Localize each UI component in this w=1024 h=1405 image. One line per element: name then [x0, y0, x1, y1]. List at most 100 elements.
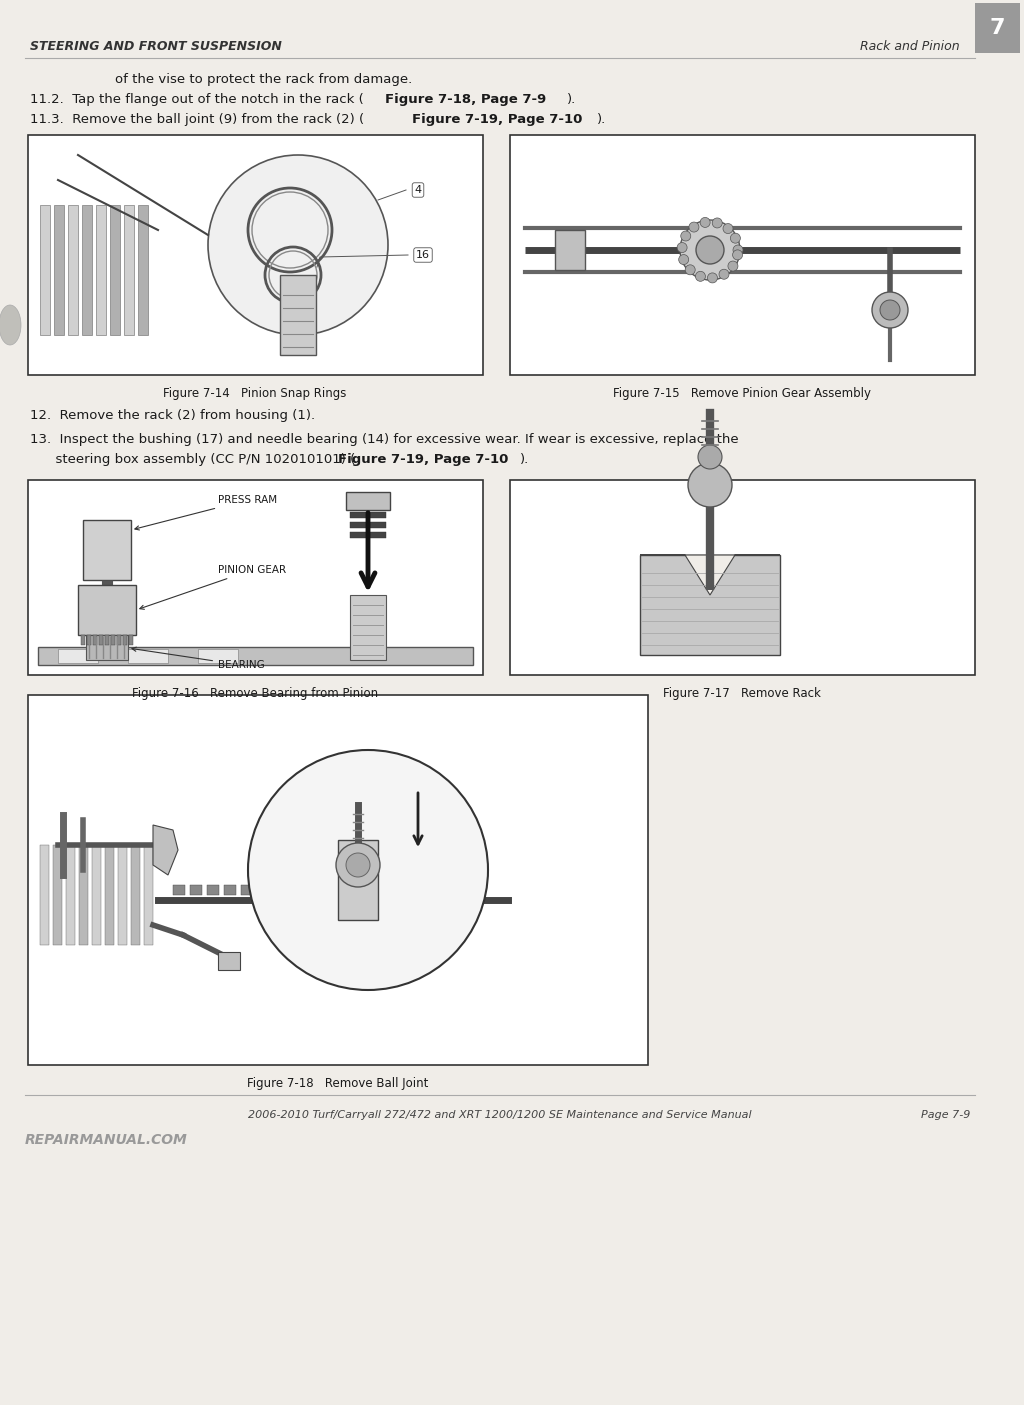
Bar: [110, 205, 120, 334]
Bar: [224, 885, 236, 895]
Bar: [338, 840, 378, 920]
Circle shape: [733, 244, 743, 254]
Bar: [555, 230, 585, 270]
Bar: [510, 135, 975, 375]
Bar: [93, 635, 97, 645]
Bar: [138, 205, 148, 334]
Bar: [128, 649, 168, 663]
Bar: [198, 649, 238, 663]
Text: Figure 7-18, Page 7-9: Figure 7-18, Page 7-9: [385, 94, 546, 107]
Circle shape: [679, 254, 689, 264]
Bar: [343, 885, 355, 895]
Bar: [377, 885, 389, 895]
Bar: [350, 594, 386, 660]
Bar: [510, 481, 975, 674]
Bar: [394, 885, 406, 895]
Text: 11.3.  Remove the ball joint (9) from the rack (2) (: 11.3. Remove the ball joint (9) from the…: [30, 114, 365, 126]
Bar: [258, 885, 270, 895]
Circle shape: [685, 264, 695, 275]
Text: 16: 16: [416, 250, 430, 260]
Polygon shape: [153, 825, 178, 875]
Bar: [640, 555, 780, 655]
Circle shape: [688, 464, 732, 507]
Bar: [68, 205, 78, 334]
Bar: [81, 635, 85, 645]
Bar: [428, 885, 440, 895]
Text: Figure 7-14   Pinion Snap Rings: Figure 7-14 Pinion Snap Rings: [163, 386, 347, 399]
Text: STEERING AND FRONT SUSPENSION: STEERING AND FRONT SUSPENSION: [30, 41, 282, 53]
Text: Figure 7-19, Page 7-10: Figure 7-19, Page 7-10: [412, 114, 583, 126]
Bar: [445, 885, 457, 895]
Circle shape: [698, 445, 722, 469]
Bar: [124, 205, 134, 334]
Bar: [309, 885, 321, 895]
Circle shape: [728, 261, 738, 271]
Bar: [346, 492, 390, 510]
Circle shape: [695, 271, 706, 281]
Bar: [79, 844, 88, 946]
Bar: [105, 635, 109, 645]
Circle shape: [208, 155, 388, 334]
Bar: [118, 844, 127, 946]
Bar: [292, 885, 304, 895]
Text: Figure 7-17   Remove Rack: Figure 7-17 Remove Rack: [664, 687, 821, 700]
Bar: [105, 844, 114, 946]
Circle shape: [677, 243, 687, 253]
Bar: [411, 885, 423, 895]
Circle shape: [681, 230, 691, 242]
Bar: [96, 205, 106, 334]
Circle shape: [732, 250, 742, 260]
Ellipse shape: [0, 305, 22, 346]
Bar: [28, 481, 483, 674]
Text: Page 7-9: Page 7-9: [921, 1110, 970, 1120]
Circle shape: [872, 292, 908, 327]
Text: BEARING: BEARING: [132, 648, 265, 670]
Bar: [111, 635, 115, 645]
Text: ).: ).: [597, 114, 606, 126]
Bar: [66, 844, 75, 946]
Bar: [123, 635, 127, 645]
Text: ).: ).: [567, 94, 577, 107]
Circle shape: [713, 218, 722, 228]
Bar: [38, 646, 473, 665]
Bar: [40, 205, 50, 334]
Bar: [326, 885, 338, 895]
Bar: [82, 205, 92, 334]
Bar: [78, 584, 136, 635]
Bar: [54, 205, 63, 334]
Bar: [350, 511, 386, 518]
Circle shape: [696, 236, 724, 264]
Circle shape: [719, 270, 729, 280]
Bar: [40, 844, 49, 946]
Circle shape: [336, 843, 380, 887]
Circle shape: [730, 233, 740, 243]
Bar: [83, 520, 131, 580]
Polygon shape: [640, 555, 780, 594]
Circle shape: [680, 221, 740, 280]
Text: PINION GEAR: PINION GEAR: [140, 565, 286, 610]
Bar: [975, 3, 1020, 53]
Bar: [360, 885, 372, 895]
Bar: [28, 135, 483, 375]
Circle shape: [723, 223, 733, 233]
Bar: [462, 885, 474, 895]
Circle shape: [880, 301, 900, 320]
Text: of the vise to protect the rack from damage.: of the vise to protect the rack from dam…: [115, 73, 413, 87]
Text: ).: ).: [520, 454, 529, 466]
Text: 7: 7: [989, 18, 1005, 38]
Bar: [144, 844, 153, 946]
Bar: [207, 885, 219, 895]
Bar: [92, 844, 101, 946]
Circle shape: [689, 222, 699, 232]
Bar: [190, 885, 202, 895]
Circle shape: [700, 218, 710, 228]
Text: 13.  Inspect the bushing (17) and needle bearing (14) for excessive wear. If wea: 13. Inspect the bushing (17) and needle …: [30, 434, 738, 447]
Text: 11.2.  Tap the flange out of the notch in the rack (: 11.2. Tap the flange out of the notch in…: [30, 94, 364, 107]
Text: Figure 7-15   Remove Pinion Gear Assembly: Figure 7-15 Remove Pinion Gear Assembly: [613, 386, 871, 399]
Text: 4: 4: [415, 185, 422, 195]
Bar: [53, 844, 62, 946]
Text: Figure 7-18   Remove Ball Joint: Figure 7-18 Remove Ball Joint: [248, 1076, 429, 1089]
Bar: [241, 885, 253, 895]
Bar: [28, 695, 648, 1065]
Bar: [131, 844, 140, 946]
